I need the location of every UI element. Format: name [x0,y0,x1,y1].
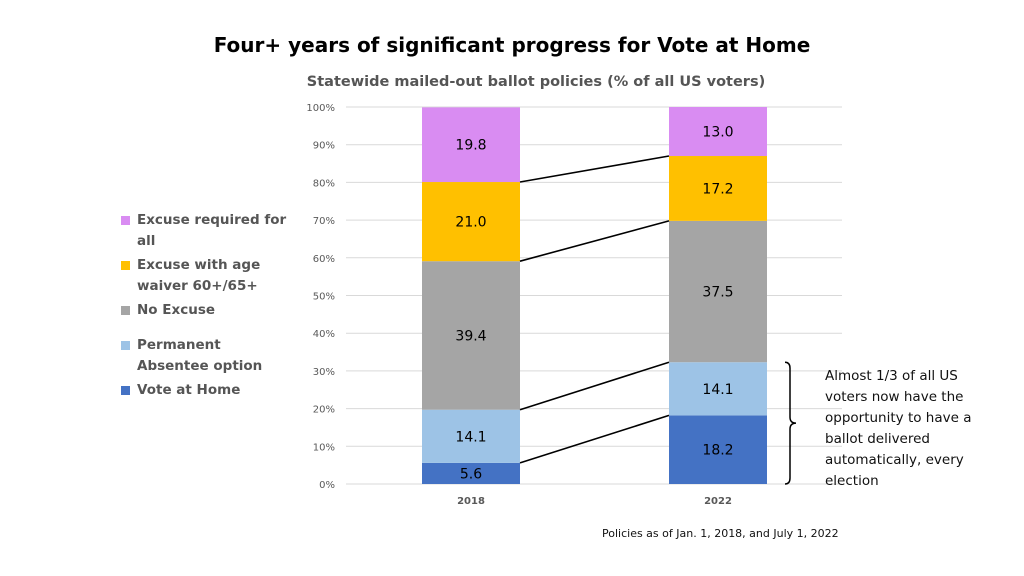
bar-segment [422,107,520,183]
legend-label: Permanent Absentee option [137,337,263,374]
legend-item: Excuse with age waiver 60+/65+ [121,255,291,297]
y-tick-label: 90% [313,141,335,152]
legend-swatch [121,216,130,225]
legend-label: No Excuse [137,302,216,318]
legend-item: Permanent Absentee option [121,335,291,377]
legend-label: Vote at Home [137,382,241,398]
y-tick-label: 20% [313,405,335,416]
bar-segment [422,462,520,484]
annotation-bracket [784,361,797,485]
data-label: 5.6 [460,466,482,482]
y-tick-label: 10% [313,442,335,453]
bar-segment [422,182,520,262]
bar-segment [669,362,767,416]
legend: Excuse required for all Excuse with age w… [121,210,291,401]
legend-item: No Excuse [121,300,291,321]
data-label: 14.1 [455,429,486,445]
connector-line [519,220,670,262]
footnote: Policies as of Jan. 1, 2018, and July 1,… [602,527,839,540]
legend-label: Excuse with age waiver 60+/65+ [137,257,261,294]
bar-segment [422,261,520,410]
legend-swatch [121,261,130,270]
data-label: 18.2 [702,443,733,459]
data-label: 39.4 [455,328,486,344]
bar-segment [669,107,767,157]
data-label: 21.0 [455,215,486,231]
bar-segment [669,415,767,484]
data-label: 37.5 [702,285,733,301]
legend-swatch [121,386,130,395]
y-tick-label: 0% [319,480,335,491]
x-tick-label: 2022 [704,496,732,507]
data-label: 19.8 [455,138,486,154]
legend-label: Excuse required for all [137,212,287,249]
chart-title: Four+ years of significant progress for … [213,33,811,57]
connector-line [519,155,670,183]
data-label: 13.0 [702,125,733,141]
y-tick-label: 70% [313,216,335,227]
connector-line [519,414,670,464]
bar-segment [422,409,520,463]
y-tick-label: 40% [313,329,335,340]
data-label: 17.2 [702,181,733,197]
y-tick-label: 50% [313,292,335,303]
y-tick-label: 80% [313,178,335,189]
y-tick-label: 60% [313,254,335,265]
legend-swatch [121,306,130,315]
annotation-text: Almost 1/3 of all US voters now have the… [825,368,972,489]
data-label: 14.1 [702,382,733,398]
connector-line [519,361,670,411]
y-tick-label: 30% [313,367,335,378]
bar-segment [669,156,767,221]
y-tick-label: 100% [306,103,335,114]
legend-swatch [121,341,130,350]
legend-item: Excuse required for all [121,210,291,252]
chart-subtitle: Statewide mailed-out ballot policies (% … [306,74,766,90]
x-tick-label: 2018 [457,496,485,507]
bar-segment [669,220,767,363]
legend-item: Vote at Home [121,380,291,401]
